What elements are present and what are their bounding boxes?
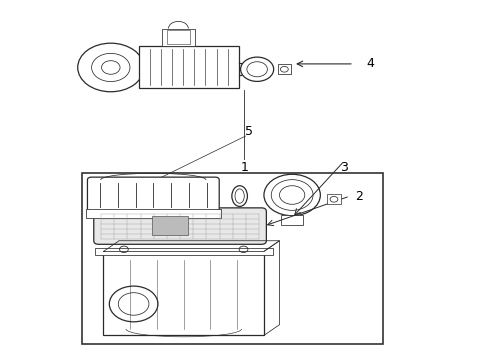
- Bar: [152, 216, 188, 235]
- Text: 4: 4: [366, 57, 373, 71]
- Text: 3: 3: [340, 161, 347, 174]
- Bar: [139, 46, 238, 88]
- Bar: [326, 194, 340, 204]
- FancyBboxPatch shape: [94, 208, 266, 244]
- Bar: [281, 215, 302, 225]
- Text: 5: 5: [245, 125, 253, 138]
- Bar: [95, 248, 272, 255]
- Bar: [103, 251, 264, 336]
- FancyBboxPatch shape: [87, 177, 219, 213]
- Bar: [277, 64, 290, 74]
- Bar: [85, 209, 221, 218]
- Bar: [166, 30, 190, 44]
- Bar: [81, 173, 382, 344]
- Bar: [162, 28, 195, 46]
- Text: 1: 1: [240, 161, 248, 174]
- Text: 2: 2: [354, 190, 362, 203]
